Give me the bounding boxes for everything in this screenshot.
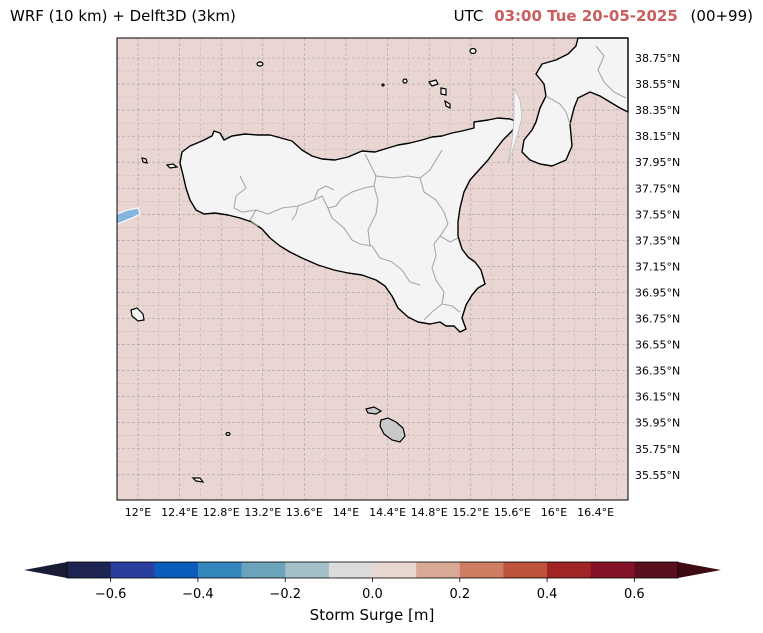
longitude-labels: 12°E 12.4°E 12.8°E 13.2°E 13.6°E 14°E 14.4°E 14…	[125, 506, 614, 519]
lon-label: 14.8°E	[411, 506, 448, 519]
lon-label: 15.6°E	[494, 506, 531, 519]
colorbar-extend-high	[678, 562, 721, 578]
colorbar-cell	[416, 562, 461, 578]
colorbar-tick-label: −0.2	[269, 587, 301, 602]
colorbar-cell	[285, 562, 330, 578]
lon-label: 12.4°E	[161, 506, 198, 519]
title-right: UTC 03:00 Tue 20-05-2025 (00+99)	[454, 7, 753, 25]
lat-label: 36.15°N	[635, 391, 680, 404]
lat-label: 38.55°N	[635, 78, 680, 91]
lon-label: 13.6°E	[286, 506, 323, 519]
lat-label: 37.55°N	[635, 208, 680, 221]
lat-label: 38.35°N	[635, 104, 680, 117]
colorbar-cell	[241, 562, 286, 578]
lon-label: 14°E	[333, 506, 359, 519]
forecast-run: (00+99)	[690, 7, 753, 25]
title-left: WRF (10 km) + Delft3D (3km)	[10, 7, 236, 25]
colorbar-cell	[459, 562, 504, 578]
colorbar-tick-label: 0.6	[624, 587, 645, 602]
colorbar-cell	[197, 562, 243, 578]
lat-label: 38.75°N	[635, 52, 680, 65]
colorbar-cell	[590, 562, 635, 578]
latitude-labels: 38.75°N 38.55°N 38.35°N 38.15°N 37.95°N 37.75…	[635, 52, 680, 482]
colorbar-cell	[67, 562, 112, 578]
colorbar-tick-label: −0.6	[95, 587, 127, 602]
colorbar-cell	[328, 562, 373, 578]
lon-label: 12°E	[125, 506, 151, 519]
colorbar-tick-label: 0.2	[449, 587, 470, 602]
colorbar-cell	[634, 562, 679, 578]
colorbar-cell	[154, 562, 199, 578]
lon-label: 16°E	[541, 506, 567, 519]
lat-label: 36.35°N	[635, 365, 680, 378]
colorbar-tick-label: 0.0	[362, 587, 383, 602]
colorbar-tick-label: −0.4	[182, 587, 214, 602]
colorbar-cell	[110, 562, 155, 578]
lon-label: 12.8°E	[203, 506, 240, 519]
colorbar-cell	[372, 562, 417, 578]
lat-label: 35.95°N	[635, 417, 680, 430]
map-frame	[116, 37, 629, 501]
calabria-boundaries	[545, 45, 627, 125]
colorbar-cell	[503, 562, 548, 578]
colorbar-cells	[67, 562, 679, 578]
small-islands	[130, 47, 477, 483]
forecast-datetime: 03:00 Tue 20-05-2025	[494, 7, 678, 25]
lon-label: 13.2°E	[244, 506, 281, 519]
lat-label: 36.95°N	[635, 286, 680, 299]
colorbar-cell	[547, 562, 592, 578]
colorbar: −0.6 −0.4 −0.2 0.0 0.2 0.4 0.6 Storm Surge [m]	[24, 561, 721, 624]
colorbar-label: Storm Surge [m]	[310, 606, 435, 624]
lat-label: 35.55°N	[635, 469, 680, 482]
surge-patch	[116, 207, 141, 225]
lat-label: 37.95°N	[635, 156, 680, 169]
lat-label: 38.15°N	[635, 130, 680, 143]
calabria-land	[521, 37, 629, 167]
lat-label: 37.75°N	[635, 182, 680, 195]
lon-label: 15.2°E	[452, 506, 489, 519]
sicily-land	[179, 117, 519, 333]
map: 38.75°N 38.55°N 38.35°N 38.15°N 37.95°N 37.75…	[116, 37, 680, 519]
colorbar-ticks: −0.6 −0.4 −0.2 0.0 0.2 0.4 0.6	[95, 578, 645, 602]
lat-label: 36.75°N	[635, 313, 680, 326]
province-boundaries	[233, 149, 461, 321]
colorbar-extend-low	[24, 562, 67, 578]
lon-label: 16.4°E	[577, 506, 614, 519]
strait-of-messina	[507, 87, 523, 165]
utc-label: UTC	[453, 7, 484, 25]
colorbar-tick-label: 0.4	[537, 587, 558, 602]
lat-label: 35.75°N	[635, 443, 680, 456]
lon-label: 14.4°E	[369, 506, 406, 519]
lat-label: 37.15°N	[635, 260, 680, 273]
lat-label: 36.55°N	[635, 339, 680, 352]
lat-label: 37.35°N	[635, 234, 680, 247]
